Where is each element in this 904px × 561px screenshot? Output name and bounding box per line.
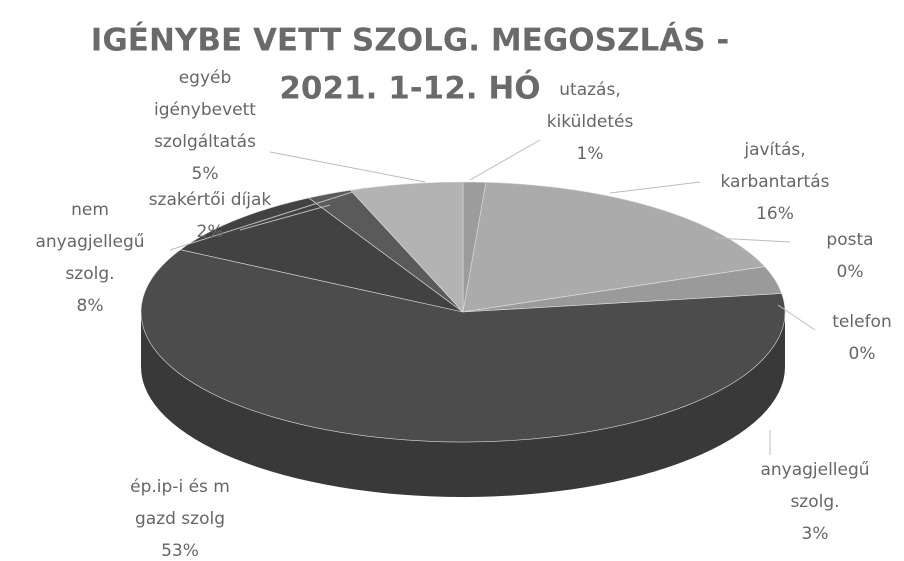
value-label: 16% (756, 204, 794, 224)
chart-title: 2021. 1-12. HÓ (279, 70, 540, 107)
leader-line (239, 204, 331, 231)
value-label: 8% (77, 296, 104, 316)
value-label: 2% (197, 222, 224, 242)
category-label: szakértői díjak (149, 190, 272, 210)
leader-line (269, 151, 426, 183)
category-label: egyéb (179, 68, 232, 88)
category-label: igénybevett (154, 100, 256, 120)
category-label: javítás, (743, 140, 805, 160)
value-label: 1% (577, 144, 604, 164)
category-label: nem (71, 200, 109, 220)
slice (349, 181, 464, 313)
leader-line (714, 237, 791, 243)
leader-line (169, 187, 366, 251)
slice (462, 182, 766, 313)
value-label: 5% (192, 164, 219, 184)
category-label: ép.ip-i és m (130, 477, 230, 497)
leader-line (609, 181, 701, 194)
category-label: posta (826, 230, 873, 250)
value-label: 0% (849, 344, 876, 364)
category-label: karbantartás (721, 172, 830, 192)
value-label: 3% (802, 524, 829, 544)
slice (140, 249, 786, 443)
category-label: utazás, (559, 80, 620, 100)
chart-title: IGÉNYBE VETT SZOLG. MEGOSZLÁS - (91, 23, 729, 59)
category-label: szolg. (790, 492, 839, 512)
category-label: anyagjellegű (35, 232, 144, 252)
category-label: telefon (832, 312, 891, 332)
value-label: 0% (837, 262, 864, 282)
value-label: 53% (161, 541, 199, 561)
leader-line (469, 139, 541, 181)
category-label: anyagjellegű (760, 460, 869, 480)
category-label: szolg. (65, 264, 114, 284)
category-label: szolgáltatás (154, 132, 256, 152)
category-label: gazd szolg (135, 509, 225, 529)
slice-side (141, 312, 785, 497)
leader-line (777, 304, 816, 331)
category-label: kiküldetés (547, 112, 634, 132)
